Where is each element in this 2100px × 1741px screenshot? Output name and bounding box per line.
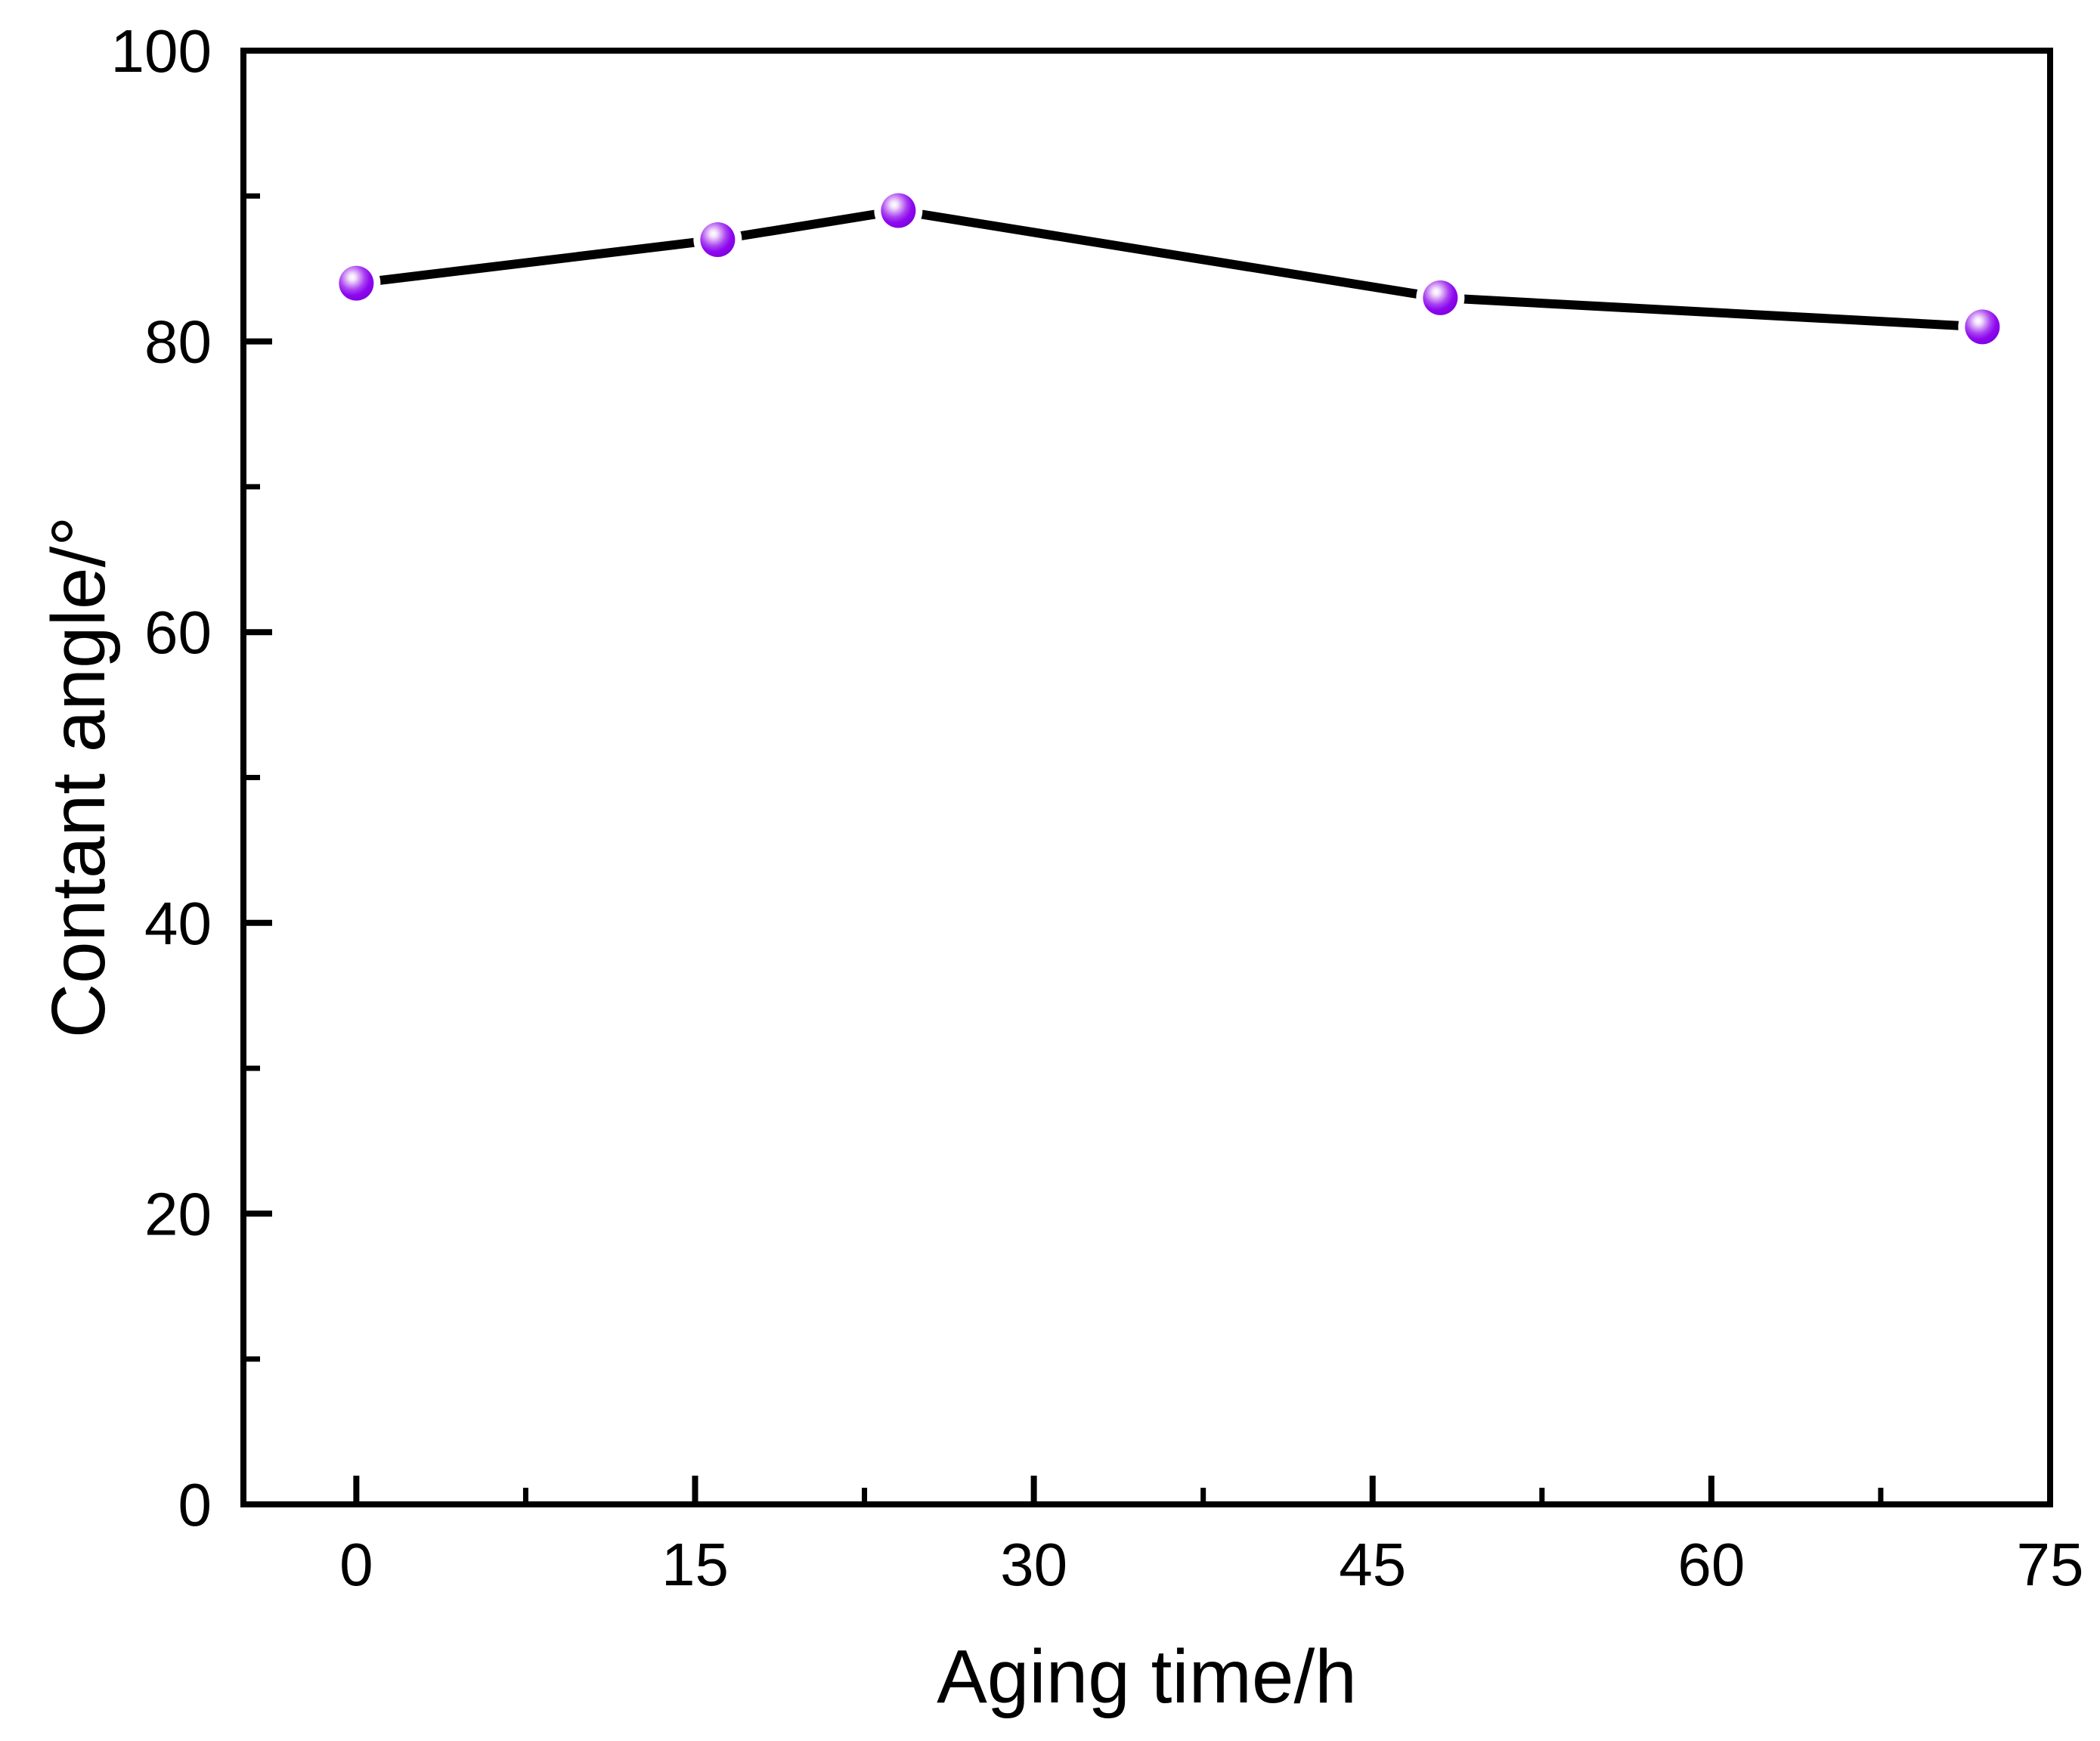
y-tick-label: 80 <box>144 308 212 376</box>
x-tick-label: 60 <box>1677 1531 1745 1598</box>
y-tick-label: 100 <box>111 17 212 85</box>
x-tick-label: 15 <box>661 1531 729 1598</box>
data-point-marker <box>1423 280 1458 315</box>
y-tick-label: 40 <box>144 890 212 957</box>
data-point-marker <box>1965 309 2000 345</box>
tick-labels: 0 15 30 45 60 75 0 20 40 60 80 100 <box>111 17 2084 1598</box>
x-axis-title: Aging time/h <box>937 1634 1357 1719</box>
y-tick-label: 0 <box>178 1471 212 1538</box>
y-axis-title: Contant angle/° <box>36 516 121 1038</box>
x-tick-label: 30 <box>1000 1531 1067 1598</box>
series-layer <box>332 186 2007 352</box>
y-tick-label: 60 <box>144 599 212 666</box>
axis-ticks <box>243 48 2053 1507</box>
y-tick-label: 20 <box>144 1180 212 1247</box>
x-tick-label: 45 <box>1339 1531 1406 1598</box>
data-point-marker <box>339 265 374 301</box>
series-line <box>355 206 1983 332</box>
x-tick-label: 75 <box>2017 1531 2084 1598</box>
data-point-marker <box>881 193 916 228</box>
x-tick-label: 0 <box>339 1531 373 1598</box>
data-point-marker <box>700 221 736 257</box>
